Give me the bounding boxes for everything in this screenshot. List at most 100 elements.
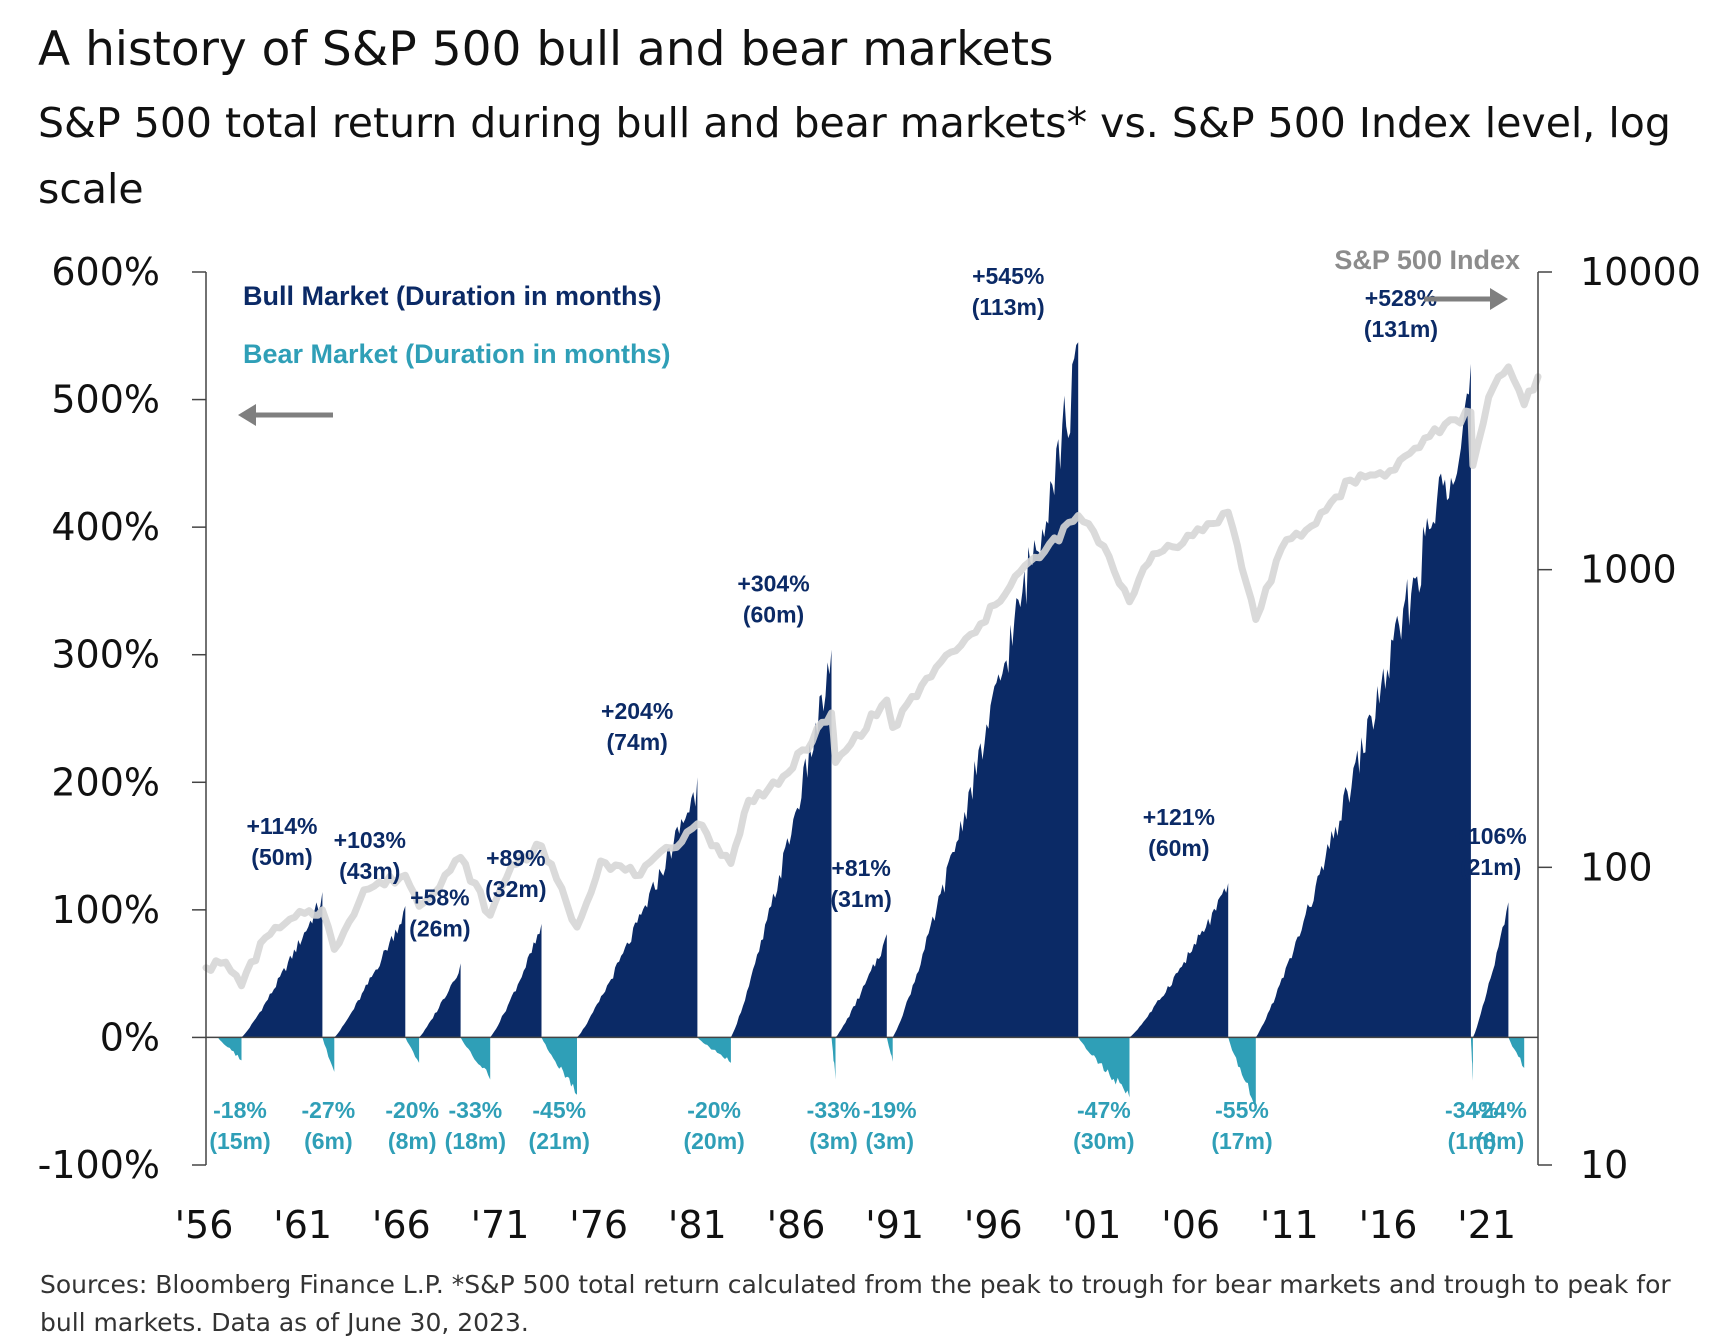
bear-duration-label: (3m) <box>809 1128 858 1154</box>
bear-duration-label: (1m) <box>1448 1128 1497 1154</box>
bull-return-label: +58% <box>410 884 469 910</box>
left-arrowhead-icon <box>238 404 256 426</box>
bear-duration-label: (8m) <box>388 1128 437 1154</box>
bull-market-area <box>334 906 406 1038</box>
bull-market-area <box>490 923 542 1038</box>
bull-return-label: +81% <box>831 855 890 881</box>
bear-return-label: -20% <box>385 1097 439 1123</box>
bull-duration-label: (113m) <box>972 294 1045 320</box>
bull-duration-label: (60m) <box>1148 835 1209 861</box>
bear-return-label: -27% <box>301 1097 355 1123</box>
bull-return-label: +121% <box>1143 804 1215 830</box>
chart-title: A history of S&P 500 bull and bear marke… <box>38 22 1054 77</box>
bear-return-label: -24% <box>1473 1097 1527 1123</box>
left-tick-label: -100% <box>38 1143 160 1187</box>
bull-return-label: +89% <box>486 845 545 871</box>
bear-duration-label: (17m) <box>1211 1128 1272 1154</box>
bull-return-label: +106% <box>1455 823 1527 849</box>
left-tick-label: 200% <box>51 760 160 804</box>
bear-market-area <box>697 1037 731 1063</box>
right-tick-label: 100 <box>1580 845 1653 889</box>
bull-duration-label: (74m) <box>606 729 667 755</box>
bear-market-area <box>1508 1037 1525 1068</box>
bear-return-label: -33% <box>807 1097 861 1123</box>
x-tick-label: '61 <box>273 1203 332 1247</box>
bull-duration-label: (43m) <box>339 858 400 884</box>
bear-return-label: -20% <box>687 1097 741 1123</box>
bear-duration-label: (8m) <box>1476 1128 1525 1154</box>
bull-duration-label: (31m) <box>830 886 891 912</box>
bear-market-area <box>886 1037 893 1062</box>
bull-market-area <box>241 892 323 1038</box>
bear-market-area <box>322 1037 335 1072</box>
bull-market-area <box>1255 363 1471 1038</box>
left-tick-label: 600% <box>51 250 160 294</box>
index-line-layer <box>202 363 1542 990</box>
bull-duration-label: (131m) <box>1364 316 1438 342</box>
bear-return-label: -19% <box>863 1097 917 1123</box>
x-tick-label: '06 <box>1161 1203 1220 1247</box>
x-tick-label: '71 <box>471 1203 530 1247</box>
bear-duration-label: (15m) <box>209 1128 270 1154</box>
bear-return-label: -18% <box>213 1097 267 1123</box>
bull-market-area <box>892 342 1079 1038</box>
chart-subtitle: S&P 500 total return during bull and bea… <box>38 99 1671 213</box>
bull-market-area <box>419 963 461 1038</box>
bull-market-area <box>835 934 887 1038</box>
bear-return-label: -45% <box>532 1097 586 1123</box>
bear-return-label: -33% <box>449 1097 503 1123</box>
x-tick-label: '96 <box>964 1203 1023 1247</box>
sp500-index-line <box>202 363 1542 990</box>
legend-index-label: S&P 500 Index <box>1334 245 1520 275</box>
bull-return-label: +304% <box>737 571 809 597</box>
legend-bull-label: Bull Market (Duration in months) <box>243 281 662 311</box>
x-tick-label: '56 <box>175 1203 234 1247</box>
bear-return-label: -34% <box>1445 1097 1499 1123</box>
labels-layer: +114% (50m) +103% (43m) +58% (26m) +89% (32m) +2… <box>209 263 1527 1154</box>
left-tick-label: 100% <box>51 888 160 932</box>
chart-canvas: 600% 500% 400% 300% 200% 100% 0% -100% 10000 1000… <box>38 245 1701 1247</box>
bear-duration-label: (20m) <box>683 1128 744 1154</box>
bear-market-area <box>1078 1037 1130 1098</box>
bull-return-label: +204% <box>601 698 673 724</box>
right-tick-label: 10000 <box>1580 250 1701 294</box>
axes-layer: 600% 500% 400% 300% 200% 100% 0% -100% 10000 1000… <box>38 250 1701 1247</box>
bull-return-label: +103% <box>334 827 406 853</box>
bear-market-area <box>405 1037 420 1063</box>
right-tick-label: 1000 <box>1580 548 1677 592</box>
bear-duration-label: (30m) <box>1073 1128 1134 1154</box>
bull-return-label: +545% <box>972 263 1044 289</box>
bear-duration-label: (6m) <box>304 1128 353 1154</box>
right-arrowhead-icon <box>1490 288 1508 310</box>
footnote: Sources: Bloomberg Finance L.P. *S&P 500… <box>40 1270 1671 1337</box>
bear-market-area <box>541 1037 577 1095</box>
bear-market-area <box>460 1037 491 1080</box>
x-tick-label: '81 <box>668 1203 727 1247</box>
left-tick-label: 0% <box>100 1015 160 1059</box>
x-tick-label: '01 <box>1063 1203 1122 1247</box>
bull-market-area <box>730 649 832 1038</box>
bull-market-area <box>577 777 698 1038</box>
bear-market-area <box>831 1037 836 1080</box>
bear-return-label: -47% <box>1077 1097 1131 1123</box>
bear-market-area <box>1470 1037 1473 1081</box>
bull-return-label: +114% <box>246 813 317 839</box>
x-tick-label: '11 <box>1260 1203 1319 1247</box>
bull-market-area <box>1129 883 1229 1038</box>
bear-market-area <box>1228 1037 1256 1108</box>
right-tick-label: 10 <box>1580 1143 1628 1187</box>
bear-duration-label: (3m) <box>865 1128 914 1154</box>
bear-market-area <box>217 1037 242 1061</box>
left-tick-label: 400% <box>51 505 160 549</box>
bull-duration-label: (50m) <box>251 844 312 870</box>
bull-duration-label: (21m) <box>1460 854 1521 880</box>
x-tick-label: '21 <box>1457 1203 1516 1247</box>
left-tick-label: 500% <box>51 378 160 422</box>
bull-duration-label: (32m) <box>485 876 546 902</box>
x-tick-label: '76 <box>569 1203 628 1247</box>
bull-duration-label: (60m) <box>743 602 804 628</box>
bull-market-area <box>1472 902 1509 1038</box>
x-tick-label: '66 <box>372 1203 431 1247</box>
x-tick-label: '16 <box>1359 1203 1418 1247</box>
left-tick-label: 300% <box>51 633 160 677</box>
